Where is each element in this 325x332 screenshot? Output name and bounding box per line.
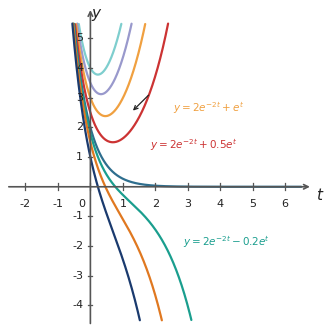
Text: -2: -2 bbox=[20, 199, 31, 209]
Text: t: t bbox=[316, 188, 322, 203]
Text: $y = 2e^{-2t} + e^{t}$: $y = 2e^{-2t} + e^{t}$ bbox=[173, 100, 244, 116]
Text: 4: 4 bbox=[217, 199, 224, 209]
Text: 5: 5 bbox=[249, 199, 256, 209]
Text: 4: 4 bbox=[76, 63, 83, 73]
Text: 1: 1 bbox=[119, 199, 126, 209]
Text: -1: -1 bbox=[72, 211, 83, 221]
Text: 2: 2 bbox=[76, 123, 83, 132]
Text: $y = 2e^{-2t} + 0.5e^{t}$: $y = 2e^{-2t} + 0.5e^{t}$ bbox=[150, 137, 238, 152]
Text: 0: 0 bbox=[79, 199, 85, 209]
Text: 1: 1 bbox=[76, 152, 83, 162]
Text: -1: -1 bbox=[52, 199, 63, 209]
Text: 5: 5 bbox=[76, 34, 83, 43]
Text: -2: -2 bbox=[72, 241, 83, 251]
Text: 6: 6 bbox=[281, 199, 289, 209]
Text: 3: 3 bbox=[76, 93, 83, 103]
Text: $y = 2e^{-2t} - 0.2e^{t}$: $y = 2e^{-2t} - 0.2e^{t}$ bbox=[183, 234, 270, 250]
Text: 3: 3 bbox=[184, 199, 191, 209]
Text: -3: -3 bbox=[72, 271, 83, 281]
Text: y: y bbox=[92, 6, 101, 21]
Text: -4: -4 bbox=[72, 300, 83, 310]
Text: 2: 2 bbox=[152, 199, 159, 209]
